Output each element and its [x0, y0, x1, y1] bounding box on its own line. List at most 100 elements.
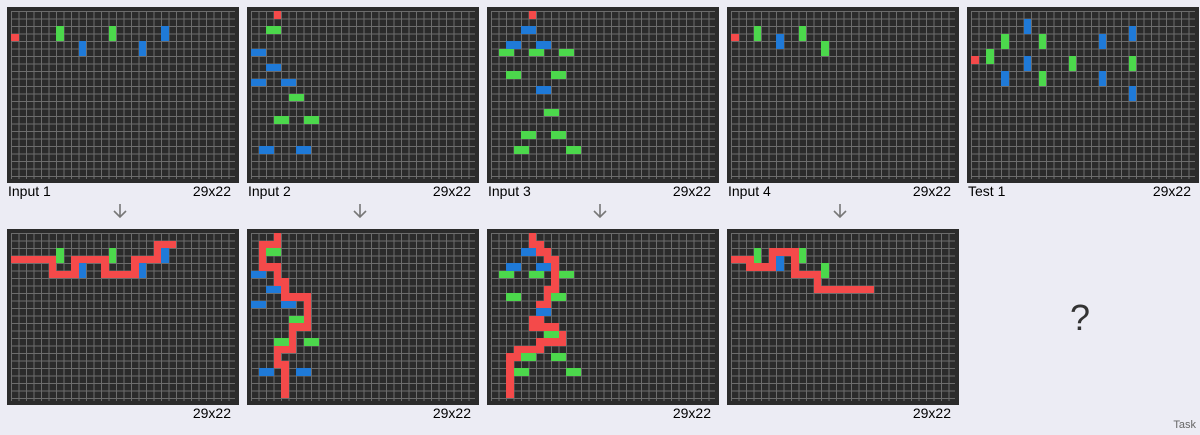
blue-cell [1128, 86, 1136, 94]
red-cell [971, 56, 979, 64]
red-cell [78, 255, 86, 263]
red-cell [281, 285, 289, 293]
green-cell [513, 71, 521, 79]
red-cell [791, 248, 799, 256]
green-cell [566, 48, 574, 56]
red-cell [71, 270, 79, 278]
red-cell [273, 360, 281, 368]
green-cell [273, 248, 281, 256]
output-grid-2 [247, 229, 479, 405]
output-size-3: 29x22 [672, 405, 711, 421]
blue-cell [258, 48, 266, 56]
red-cell [551, 278, 559, 286]
red-cell [528, 323, 536, 331]
task-label: Task [1173, 419, 1196, 431]
red-cell [153, 240, 161, 248]
blue-cell [776, 41, 784, 49]
red-cell [813, 270, 821, 278]
input-label-1: Input 1 [8, 183, 51, 199]
blue-cell [521, 248, 529, 256]
red-cell [108, 270, 116, 278]
red-cell [543, 323, 551, 331]
blue-cell [288, 300, 296, 308]
red-cell [521, 345, 529, 353]
green-cell [558, 131, 566, 139]
green-cell [1001, 33, 1009, 41]
blue-cell [513, 41, 521, 49]
input-size-2: 29x22 [432, 183, 471, 199]
red-cell [836, 285, 844, 293]
red-cell [48, 255, 56, 263]
red-cell [536, 300, 544, 308]
red-cell [866, 285, 874, 293]
green-cell [798, 248, 806, 256]
green-cell [506, 71, 514, 79]
red-cell [536, 323, 544, 331]
blue-cell [528, 248, 536, 256]
red-cell [858, 285, 866, 293]
green-cell [558, 48, 566, 56]
red-cell [536, 315, 544, 323]
red-cell [768, 263, 776, 271]
green-cell [798, 255, 806, 263]
red-cell [746, 263, 754, 271]
blue-cell [1023, 18, 1031, 26]
blue-cell [1128, 26, 1136, 34]
red-cell [296, 323, 304, 331]
green-cell [1068, 63, 1076, 71]
blue-cell [543, 263, 551, 271]
blue-cell [258, 146, 266, 154]
green-cell [506, 270, 514, 278]
red-cell [506, 375, 514, 383]
green-cell [281, 116, 289, 124]
blue-cell [78, 41, 86, 49]
green-cell [521, 146, 529, 154]
blue-cell [1023, 63, 1031, 71]
green-cell [521, 131, 529, 139]
red-cell [543, 255, 551, 263]
green-cell [551, 293, 559, 301]
green-cell [753, 248, 761, 256]
red-cell [86, 255, 94, 263]
red-cell [101, 255, 109, 263]
red-cell [288, 330, 296, 338]
output-grid-4 [727, 229, 959, 405]
blue-cell [536, 263, 544, 271]
red-cell [813, 285, 821, 293]
red-cell [281, 375, 289, 383]
red-cell [168, 240, 176, 248]
green-cell [1128, 56, 1136, 64]
red-cell [273, 233, 281, 241]
red-cell [101, 263, 109, 271]
green-cell [288, 93, 296, 101]
blue-cell [1098, 71, 1106, 79]
green-cell [266, 248, 274, 256]
red-cell [258, 263, 266, 271]
red-cell [768, 255, 776, 263]
green-cell [821, 41, 829, 49]
input-grid-3 [487, 7, 719, 183]
blue-cell [138, 263, 146, 271]
red-cell [543, 338, 551, 346]
blue-cell [138, 270, 146, 278]
red-cell [798, 270, 806, 278]
blue-cell [303, 146, 311, 154]
green-cell [753, 255, 761, 263]
blue-cell [1128, 33, 1136, 41]
red-cell [753, 263, 761, 271]
green-cell [108, 255, 116, 263]
green-cell [536, 270, 544, 278]
red-cell [273, 240, 281, 248]
blue-cell [521, 26, 529, 34]
green-cell [558, 270, 566, 278]
blue-cell [543, 41, 551, 49]
red-cell [506, 353, 514, 361]
red-cell [288, 323, 296, 331]
red-cell [273, 270, 281, 278]
red-cell [528, 315, 536, 323]
red-cell [258, 255, 266, 263]
blue-cell [1098, 41, 1106, 49]
blue-cell [266, 146, 274, 154]
input-size-3: 29x22 [672, 183, 711, 199]
red-cell [543, 293, 551, 301]
